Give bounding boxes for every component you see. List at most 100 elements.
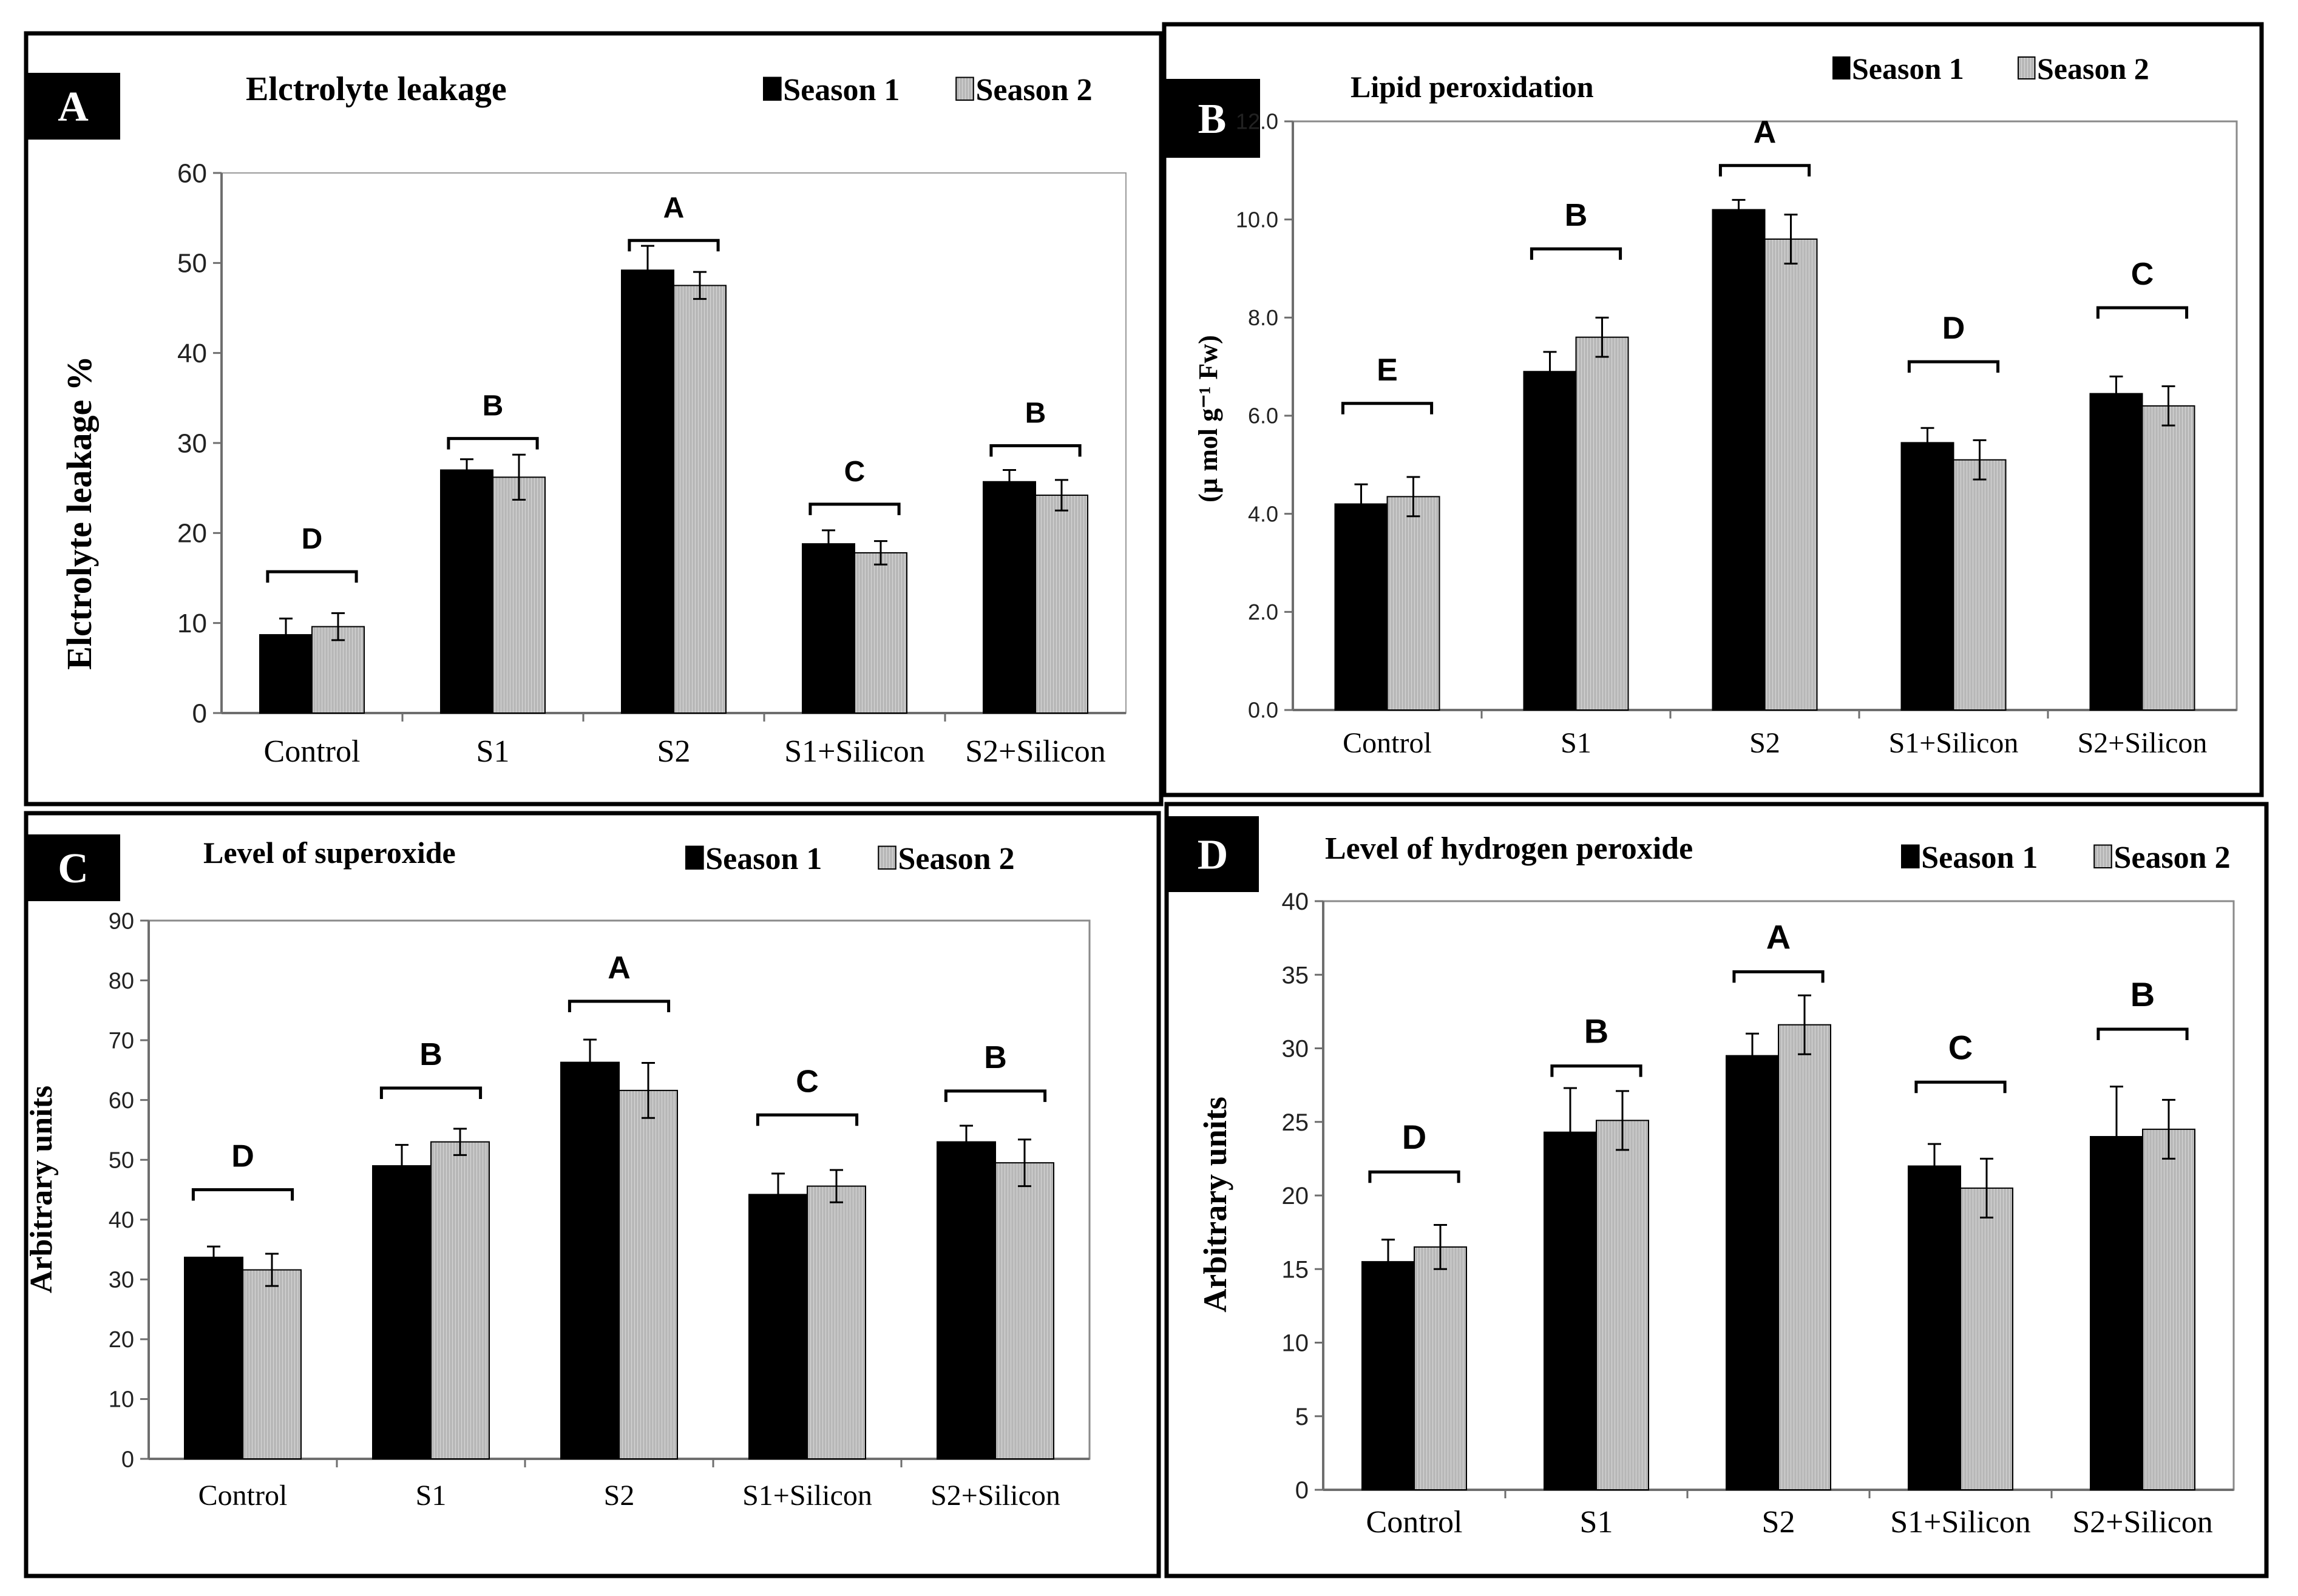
significance-letter: C — [1948, 1028, 1973, 1066]
significance-letter: B — [1584, 1012, 1608, 1050]
bar-season1-s1-silicon — [802, 543, 855, 714]
y-tick-label: 0.0 — [1248, 698, 1278, 723]
significance-bracket — [1907, 360, 2000, 373]
x-tick-label: S2 — [657, 734, 691, 769]
panel-frame — [24, 811, 1161, 1578]
x-tick-label: S1+Silicon — [742, 1479, 872, 1512]
error-bar — [822, 529, 835, 558]
x-tick-label: S1+Silicon — [784, 734, 925, 769]
y-tick-label: 50 — [177, 249, 207, 279]
y-tick-label: 30 — [177, 428, 207, 458]
y-tick-label: 80 — [109, 969, 134, 994]
y-tick-label: 20 — [1282, 1183, 1309, 1209]
legend-swatch-season1 — [763, 76, 782, 101]
panel-badge — [1167, 816, 1259, 892]
x-tick-label: S1+Silicon — [1890, 1505, 2031, 1540]
legend-swatch-season1 — [1832, 56, 1851, 79]
y-tick-label: 40 — [1282, 888, 1309, 915]
error-bar — [1381, 1239, 1395, 1285]
significance-letter: B — [984, 1040, 1007, 1075]
y-tick-label: 10 — [177, 609, 207, 638]
bar-season1-s1 — [1544, 1131, 1597, 1490]
x-tick-label: S2 — [1749, 727, 1780, 759]
error-bar — [771, 1172, 785, 1217]
bar-season1-s2-silicon — [2089, 393, 2143, 711]
error-bar — [265, 1253, 279, 1287]
panel-badge — [1164, 79, 1260, 158]
error-bar — [1406, 476, 1420, 518]
error-bar — [1354, 483, 1368, 525]
panel-badge — [26, 73, 120, 140]
significance-letter: B — [1025, 397, 1046, 429]
y-tick-label: 30 — [109, 1268, 134, 1293]
significance-bracket — [808, 502, 901, 515]
significance-bracket — [447, 437, 539, 450]
bar-season2-s1-silicon — [807, 1185, 866, 1459]
bar-season2-control — [1414, 1246, 1467, 1490]
error-bar — [1980, 1157, 1993, 1219]
legend-label-season2: Season 2 — [975, 73, 1092, 107]
legend-label-season1: Season 1 — [1921, 840, 2038, 875]
error-bar — [1595, 316, 1609, 358]
y-tick-label: 8.0 — [1248, 305, 1278, 330]
bar-season2-s2 — [1778, 1024, 1831, 1490]
y-tick-label: 5 — [1295, 1404, 1309, 1430]
panel-badge — [26, 834, 120, 901]
significance-letter: B — [2130, 975, 2155, 1013]
error-bar — [395, 1144, 408, 1188]
bar-season2-s2-silicon — [2141, 405, 2195, 711]
bar-season1-s2 — [1726, 1055, 1779, 1490]
x-tick-label: S2 — [604, 1479, 635, 1512]
bar-season1-s2 — [1712, 209, 1766, 711]
error-bar — [2110, 1086, 2123, 1188]
error-bar — [874, 540, 887, 566]
y-tick-label: 25 — [1282, 1109, 1309, 1136]
significance-bracket — [2096, 1027, 2189, 1040]
legend-swatch-season2 — [2093, 844, 2112, 869]
legend-swatch-season2 — [878, 845, 896, 870]
significance-letter: D — [1402, 1118, 1426, 1156]
significance-letter: A — [1766, 918, 1791, 956]
bar-season2-control — [242, 1269, 302, 1459]
y-tick-label: 20 — [177, 519, 207, 549]
significance-bracket — [1368, 1170, 1460, 1183]
error-bar — [1564, 1087, 1577, 1177]
y-tick-label: 0 — [1295, 1477, 1309, 1504]
significance-letter: C — [2131, 257, 2154, 292]
y-tick-label: 20 — [109, 1327, 134, 1353]
panel-a: A Elctrolyte leakage Season 1 Season 2 0 10 20… — [24, 31, 1164, 806]
y-tick-label: 10.0 — [1236, 207, 1278, 232]
panel-letter: B — [1198, 96, 1227, 143]
significance-bracket — [756, 1113, 859, 1126]
y-axis-label: Elctrolyte leakage % — [59, 356, 99, 670]
significance-letter: B — [1565, 198, 1588, 233]
y-axis-label: Arbitrary units — [24, 1086, 59, 1293]
x-tick-label: Control — [264, 734, 361, 769]
bar-season2-s1 — [492, 476, 546, 714]
error-bar — [2109, 375, 2123, 412]
significance-letter: A — [663, 192, 685, 224]
y-tick-label: 30 — [1282, 1036, 1309, 1063]
significance-bracket — [1914, 1080, 2007, 1094]
y-tick-label: 6.0 — [1248, 404, 1278, 428]
bar-season2-s1 — [430, 1141, 490, 1459]
panel-letter: D — [1198, 832, 1229, 879]
legend-label-season1: Season 1 — [783, 73, 900, 107]
x-tick-label: Control — [198, 1479, 288, 1512]
bar-season2-s1 — [1575, 336, 1629, 711]
error-bar — [453, 1128, 467, 1156]
error-bar — [1732, 198, 1746, 221]
x-tick-label: S2+Silicon — [930, 1479, 1060, 1512]
y-tick-label: 2.0 — [1248, 600, 1278, 624]
bar-season1-s1 — [372, 1165, 432, 1459]
error-bar — [279, 617, 293, 652]
bar-season1-s2-silicon — [937, 1141, 996, 1459]
legend-label-season1: Season 1 — [1852, 52, 1964, 86]
significance-bracket — [944, 1089, 1047, 1102]
error-bar — [1798, 994, 1811, 1055]
significance-letter: A — [608, 950, 631, 986]
chart-title: Level of superoxide — [203, 836, 456, 870]
y-tick-label: 60 — [177, 158, 207, 188]
significance-bracket — [191, 1188, 294, 1201]
